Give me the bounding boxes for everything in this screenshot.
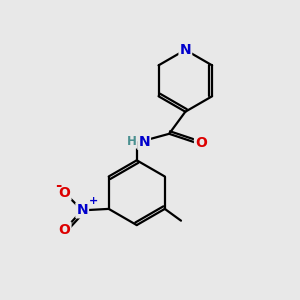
Text: N: N bbox=[179, 43, 191, 57]
Text: N: N bbox=[138, 135, 150, 149]
Text: O: O bbox=[58, 223, 70, 236]
Text: O: O bbox=[195, 136, 207, 150]
Text: H: H bbox=[127, 135, 136, 148]
Text: N: N bbox=[76, 203, 88, 218]
Text: -: - bbox=[55, 178, 61, 193]
Text: O: O bbox=[58, 186, 70, 200]
Text: +: + bbox=[89, 196, 98, 206]
